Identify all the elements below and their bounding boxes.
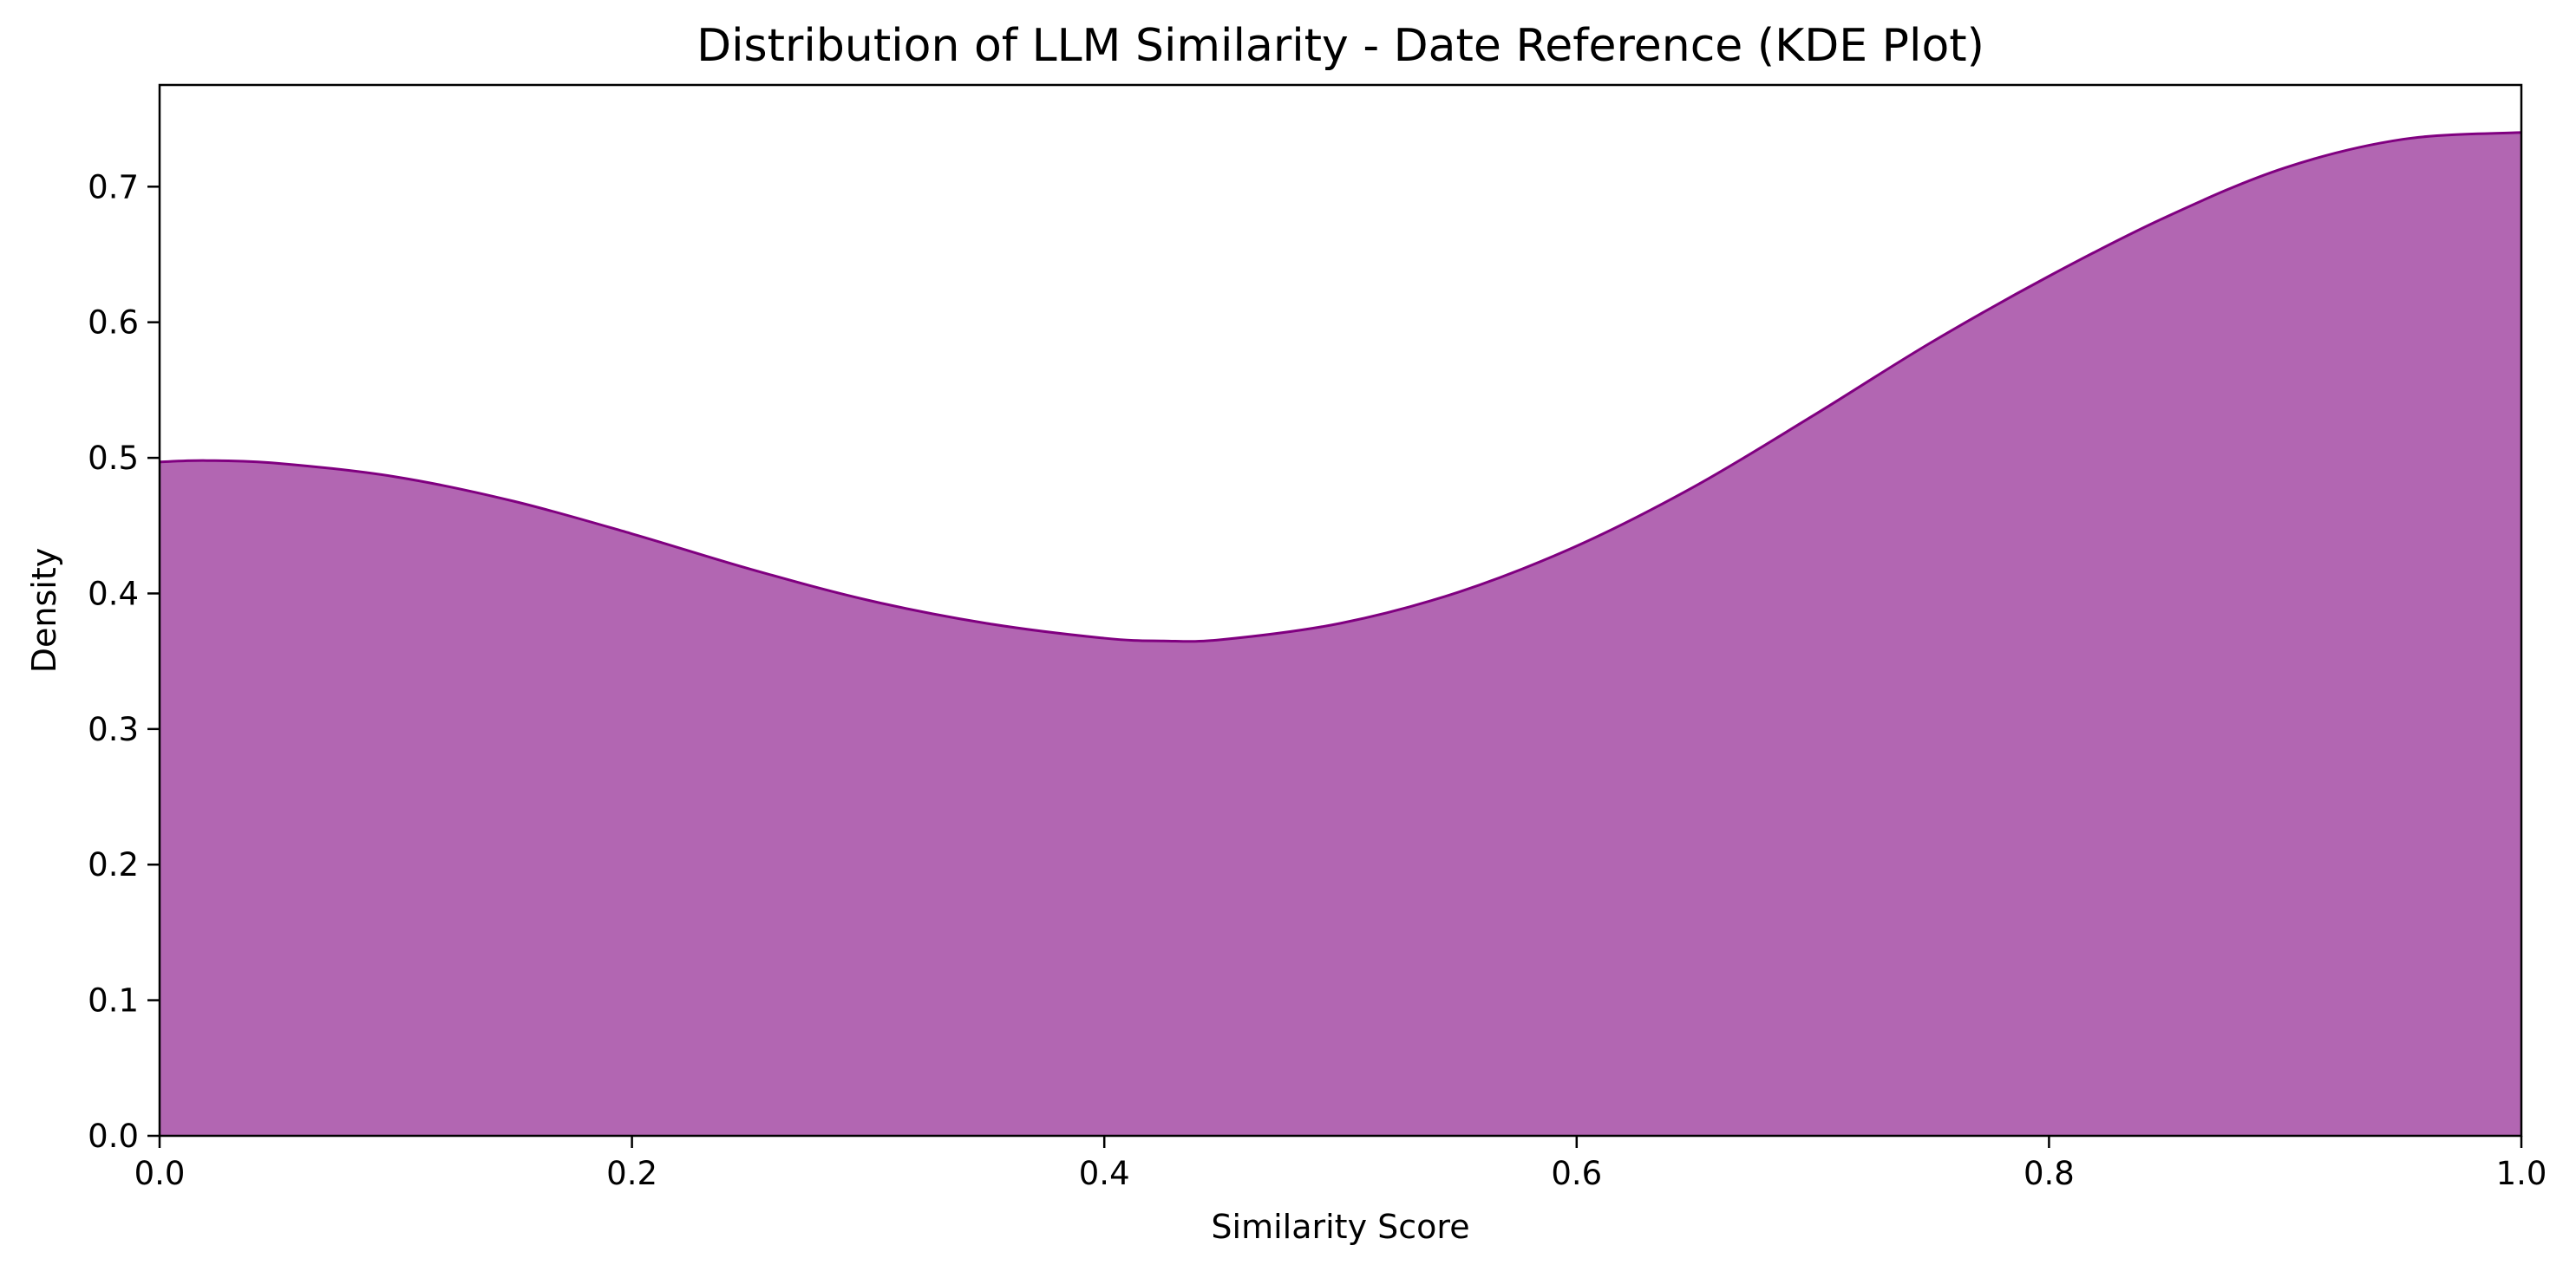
x-axis-ticks: 0.0 0.2 0.4 0.6 0.8 1.0: [134, 1136, 2547, 1192]
y-tick-label: 0.2: [88, 846, 139, 884]
chart-title: Distribution of LLM Similarity - Date Re…: [696, 20, 1984, 72]
y-axis-ticks: 0.0 0.1 0.2 0.3 0.4 0.5 0.6 0.7: [88, 168, 160, 1155]
x-tick-label: 0.8: [2024, 1155, 2075, 1192]
x-tick-label: 1.0: [2496, 1155, 2547, 1192]
x-tick-label: 0.0: [134, 1155, 186, 1192]
y-tick-label: 0.7: [88, 168, 139, 205]
y-tick-label: 0.4: [88, 575, 139, 612]
density-line: [159, 131, 2522, 643]
x-tick-label: 0.2: [606, 1155, 657, 1192]
plot-frame: [158, 83, 2523, 1138]
y-tick-label: 0.5: [88, 440, 139, 477]
y-axis-label: Density: [25, 548, 63, 673]
x-tick-label: 0.6: [1551, 1155, 1602, 1192]
y-tick-label: 0.3: [88, 711, 139, 748]
x-tick-label: 0.4: [1079, 1155, 1130, 1192]
x-axis-label: Similarity Score: [1211, 1208, 1469, 1246]
y-tick-label: 0.0: [88, 1118, 139, 1155]
density-area: [160, 132, 2521, 1137]
y-tick-label: 0.6: [88, 304, 139, 342]
y-tick-label: 0.1: [88, 982, 139, 1020]
